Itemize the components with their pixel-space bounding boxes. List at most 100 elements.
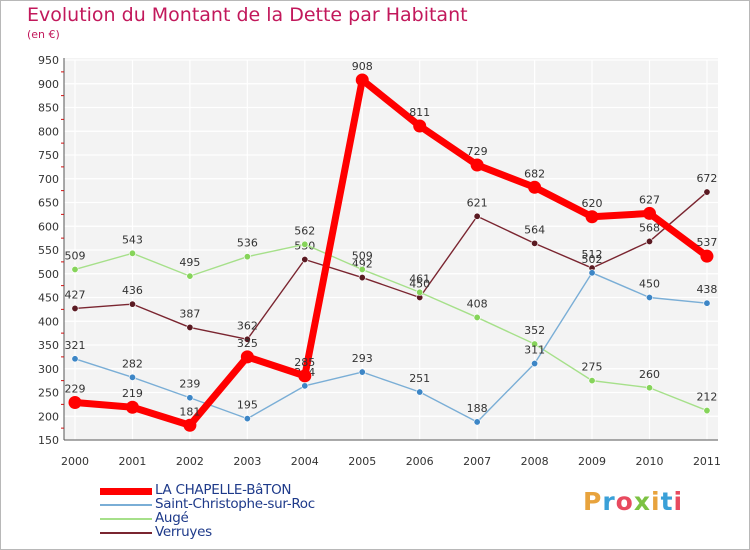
- legend-swatch: [100, 504, 152, 506]
- data-label-verruyes: 387: [179, 307, 200, 320]
- data-label-aug-: 461: [409, 272, 430, 285]
- data-label-saint-christophe-sur-roc: 251: [409, 372, 430, 385]
- data-label-saint-christophe-sur-roc: 195: [237, 399, 258, 412]
- data-label-saint-christophe-sur-roc: 239: [179, 378, 200, 391]
- x-tick-label: 2002: [176, 455, 204, 468]
- data-point-saint-christophe-sur-roc: [531, 360, 539, 368]
- data-point-la-chapelle-b-ton: [240, 350, 254, 364]
- y-tick-label: 300: [38, 363, 59, 376]
- line-chart: 150 200 250 300 350 400 450 500 550 600 650 700 750 8…: [38, 54, 721, 468]
- y-tick-label: 200: [38, 410, 59, 423]
- logo-letter: o: [615, 487, 634, 516]
- data-point-saint-christophe-sur-roc: [645, 293, 653, 301]
- data-label-la-chapelle-b-ton: 811: [409, 106, 430, 119]
- data-label-la-chapelle-b-ton: 181: [179, 405, 200, 418]
- data-point-verruyes: [531, 239, 539, 247]
- data-label-verruyes: 362: [237, 319, 258, 332]
- data-label-la-chapelle-b-ton: 229: [65, 382, 86, 395]
- y-tick-label: 750: [38, 149, 59, 162]
- data-point-saint-christophe-sur-roc: [358, 368, 366, 376]
- x-tick-label: 2007: [463, 455, 491, 468]
- series-line-saint-christophe-sur-roc: [74, 272, 708, 423]
- data-point-aug-: [128, 249, 136, 257]
- data-point-saint-christophe-sur-roc: [71, 355, 79, 363]
- data-point-aug-: [358, 265, 366, 273]
- data-point-la-chapelle-b-ton: [585, 210, 599, 224]
- data-point-la-chapelle-b-ton: [298, 369, 312, 383]
- series-line-la-chapelle-b-ton: [71, 76, 711, 429]
- data-point-verruyes: [703, 188, 711, 196]
- data-point-verruyes: [128, 300, 136, 308]
- data-point-aug-: [531, 340, 539, 348]
- data-point-la-chapelle-b-ton: [183, 418, 197, 432]
- data-label-aug-: 212: [696, 391, 717, 404]
- data-point-la-chapelle-b-ton: [68, 395, 82, 409]
- data-point-aug-: [645, 384, 653, 392]
- data-label-la-chapelle-b-ton: 537: [696, 236, 717, 249]
- x-tick-label: 2008: [521, 455, 549, 468]
- y-tick-label: 150: [38, 434, 59, 447]
- y-tick-label: 600: [38, 220, 59, 233]
- data-point-aug-: [301, 240, 309, 248]
- data-label-aug-: 536: [237, 237, 258, 250]
- data-label-verruyes: 436: [122, 284, 143, 297]
- x-tick-label: 2003: [233, 455, 261, 468]
- legend-label: Saint-Christophe-sur-Roc: [155, 496, 315, 512]
- data-point-verruyes: [301, 255, 309, 263]
- y-tick-label: 450: [38, 292, 59, 305]
- data-label-aug-: 352: [524, 324, 545, 337]
- y-tick-label: 900: [38, 78, 59, 91]
- x-tick-label: 2005: [348, 455, 376, 468]
- data-label-aug-: 562: [294, 224, 315, 237]
- chart-title: Evolution du Montant de la Dette par Hab…: [27, 4, 468, 26]
- data-point-verruyes: [71, 304, 79, 312]
- data-point-saint-christophe-sur-roc: [128, 373, 136, 381]
- data-label-la-chapelle-b-ton: 908: [352, 60, 373, 73]
- y-tick-label: 350: [38, 339, 59, 352]
- data-label-la-chapelle-b-ton: 729: [467, 145, 488, 158]
- data-label-saint-christophe-sur-roc: 311: [524, 344, 545, 357]
- legend-swatch: [100, 532, 152, 534]
- y-tick-label: 700: [38, 173, 59, 186]
- data-label-saint-christophe-sur-roc: 293: [352, 352, 373, 365]
- x-tick-label: 2001: [118, 455, 146, 468]
- series-line-verruyes: [74, 191, 708, 340]
- y-tick-label: 550: [38, 244, 59, 257]
- data-point-aug-: [186, 272, 194, 280]
- data-point-la-chapelle-b-ton: [470, 158, 484, 172]
- legend-label: Verruyes: [155, 524, 212, 540]
- data-label-saint-christophe-sur-roc: 321: [65, 339, 86, 352]
- data-label-aug-: 260: [639, 368, 660, 381]
- data-label-la-chapelle-b-ton: 325: [237, 337, 258, 350]
- data-point-verruyes: [358, 274, 366, 282]
- data-point-verruyes: [243, 335, 251, 343]
- data-label-aug-: 408: [467, 297, 488, 310]
- data-point-la-chapelle-b-ton: [528, 180, 542, 194]
- data-label-saint-christophe-sur-roc: 282: [122, 357, 143, 370]
- data-label-la-chapelle-b-ton: 627: [639, 193, 660, 206]
- logo-letter: P: [583, 487, 603, 516]
- legend-swatch: [100, 487, 152, 495]
- data-label-verruyes: 621: [467, 196, 488, 209]
- proxiti-logo: Proxiti: [583, 487, 683, 516]
- data-label-aug-: 509: [65, 249, 86, 262]
- y-tick-label: 800: [38, 125, 59, 138]
- logo-letter: i: [651, 487, 661, 516]
- data-label-verruyes: 427: [65, 288, 86, 301]
- data-point-aug-: [243, 253, 251, 261]
- data-label-aug-: 509: [352, 249, 373, 262]
- series-line-aug-: [74, 243, 708, 412]
- x-tick-label: 2011: [693, 455, 721, 468]
- data-point-saint-christophe-sur-roc: [588, 269, 596, 277]
- data-label-la-chapelle-b-ton: 285: [294, 356, 315, 369]
- y-tick-label: 650: [38, 197, 59, 210]
- data-point-verruyes: [645, 237, 653, 245]
- legend-swatch: [100, 518, 152, 520]
- legend-label: LA CHAPELLE-BâTON: [155, 482, 292, 498]
- data-point-la-chapelle-b-ton: [643, 206, 656, 220]
- data-point-saint-christophe-sur-roc: [473, 418, 481, 426]
- y-tick-label: 950: [38, 54, 59, 67]
- logo-letter: x: [633, 487, 651, 516]
- data-label-verruyes: 564: [524, 223, 545, 236]
- x-tick-label: 2000: [61, 455, 89, 468]
